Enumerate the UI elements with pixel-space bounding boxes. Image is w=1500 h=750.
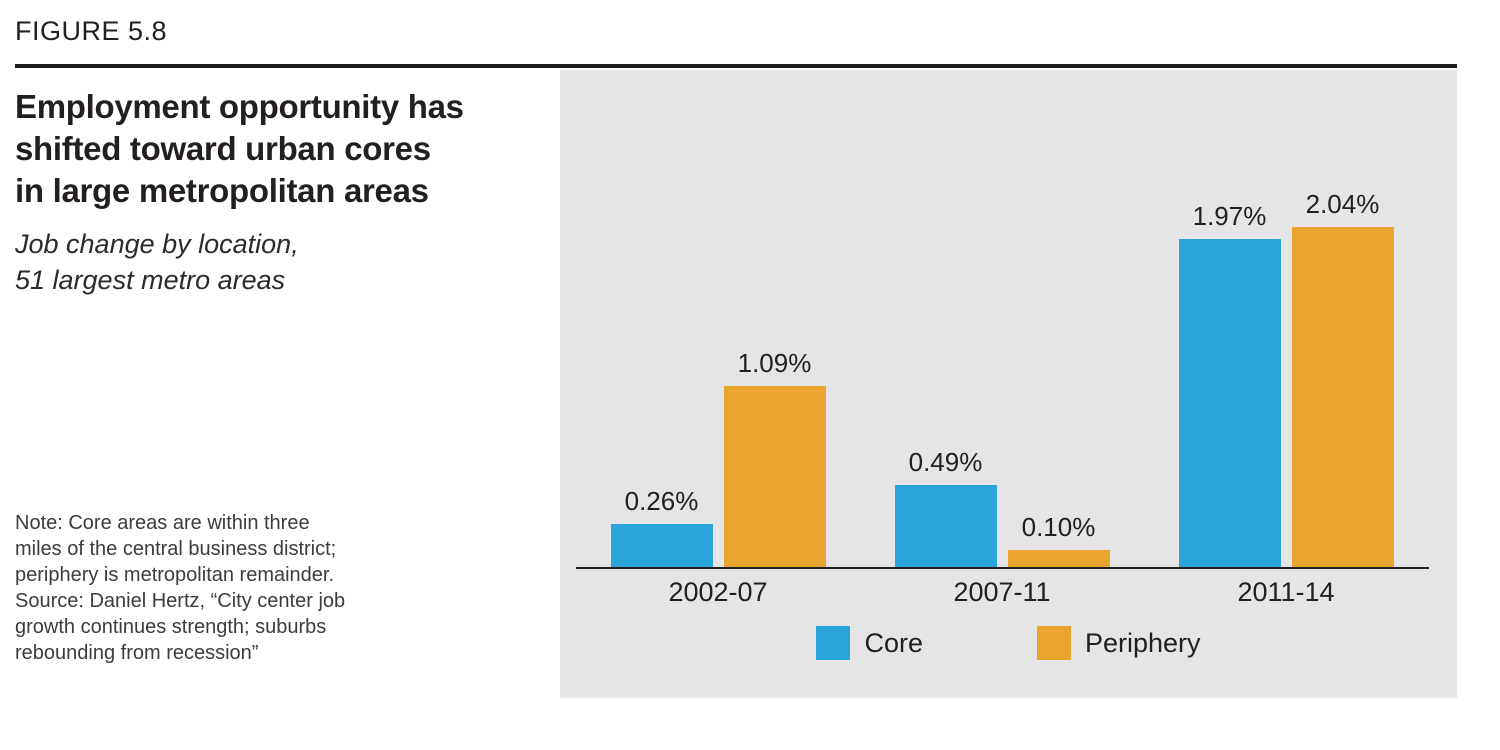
bar-value-label: 0.10% bbox=[1021, 512, 1096, 542]
legend-swatch-periphery bbox=[1036, 626, 1071, 660]
legend-item-core: Core bbox=[816, 626, 923, 660]
legend-swatch-core bbox=[816, 626, 851, 660]
bar-with-label: 0.26% bbox=[610, 486, 713, 567]
bar-core-2002-07 bbox=[610, 524, 713, 567]
chart-subtitle: Job change by location, 51 largest metro… bbox=[15, 226, 299, 298]
bar-group-2002-07: 0.26% 1.09% 2002-07 bbox=[576, 70, 860, 607]
note-line: Source: Daniel Hertz, “City center job bbox=[15, 590, 346, 612]
bar-periphery-2002-07 bbox=[723, 386, 826, 567]
bar-periphery-2011-14 bbox=[1291, 227, 1394, 567]
title-line: Employment opportunity has bbox=[15, 88, 464, 125]
bar-value-label: 1.97% bbox=[1192, 201, 1267, 231]
bar-with-label: 1.09% bbox=[723, 348, 826, 567]
subtitle-line: Job change by location, bbox=[15, 229, 299, 259]
category-label: 2007-11 bbox=[953, 577, 1051, 607]
plot-area: 0.26% 1.09% 2002-07 0.49% 0.10% 2007-11 1.97% 2… bbox=[576, 70, 1428, 607]
category-label: 2002-07 bbox=[668, 577, 768, 607]
bar-value-label: 2.04% bbox=[1305, 189, 1380, 219]
category-label: 2011-14 bbox=[1237, 577, 1335, 607]
bar-periphery-2007-11 bbox=[1007, 550, 1110, 567]
bar-group-2011-14: 1.97% 2.04% 2011-14 bbox=[1144, 70, 1428, 607]
note-line: Note: Core areas are within three bbox=[15, 512, 310, 534]
divider-rule bbox=[15, 64, 1457, 68]
bar-with-label: 0.10% bbox=[1007, 512, 1110, 567]
note-line: rebounding from recession” bbox=[15, 642, 259, 664]
bar-value-label: 0.26% bbox=[624, 486, 699, 516]
figure-label: FIGURE 5.8 bbox=[15, 16, 168, 46]
bar-core-2011-14 bbox=[1178, 239, 1281, 567]
bar-pair: 0.26% 1.09% bbox=[576, 348, 860, 567]
chart-title: Employment opportunity has shifted towar… bbox=[15, 86, 464, 212]
chart-legend: Core Periphery bbox=[560, 626, 1457, 660]
legend-item-periphery: Periphery bbox=[1036, 626, 1201, 660]
subtitle-line: 51 largest metro areas bbox=[15, 265, 286, 295]
bar-core-2007-11 bbox=[894, 485, 997, 567]
bar-with-label: 2.04% bbox=[1291, 189, 1394, 567]
bar-value-label: 0.49% bbox=[908, 447, 983, 477]
legend-label: Core bbox=[864, 627, 923, 658]
title-line: in large metropolitan areas bbox=[15, 172, 429, 209]
bar-pair: 0.49% 0.10% bbox=[860, 447, 1144, 567]
bar-with-label: 1.97% bbox=[1178, 201, 1281, 567]
x-axis-line bbox=[576, 567, 1429, 569]
bar-value-label: 1.09% bbox=[737, 348, 812, 378]
legend-label: Periphery bbox=[1084, 627, 1201, 658]
source-note: Note: Core areas are within three miles … bbox=[15, 510, 345, 666]
note-line: periphery is metropolitan remainder. bbox=[15, 564, 335, 586]
note-line: miles of the central business district; bbox=[15, 538, 337, 560]
bar-with-label: 0.49% bbox=[894, 447, 997, 567]
chart-panel: 0.26% 1.09% 2002-07 0.49% 0.10% 2007-11 1.97% 2… bbox=[560, 70, 1457, 698]
title-line: shifted toward urban cores bbox=[15, 130, 431, 167]
bar-group-2007-11: 0.49% 0.10% 2007-11 bbox=[860, 70, 1144, 607]
bar-pair: 1.97% 2.04% bbox=[1144, 189, 1428, 567]
note-line: growth continues strength; suburbs bbox=[15, 616, 327, 638]
